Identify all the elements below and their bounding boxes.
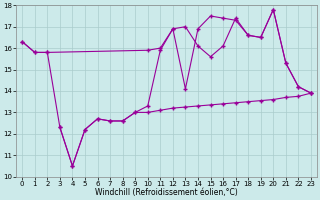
X-axis label: Windchill (Refroidissement éolien,°C): Windchill (Refroidissement éolien,°C) [95, 188, 238, 197]
